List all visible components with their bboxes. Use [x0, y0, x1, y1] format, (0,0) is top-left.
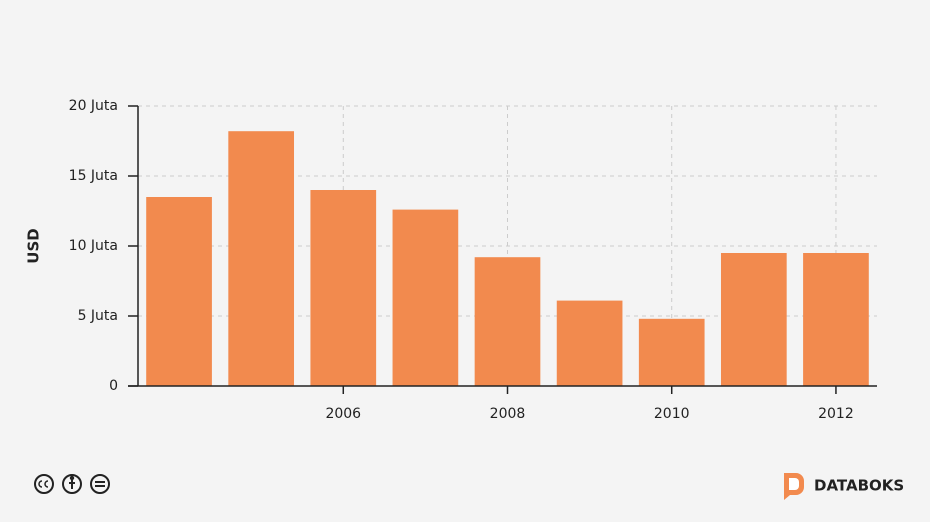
y-tick-label: 10 Juta	[69, 238, 118, 254]
x-tick-label: 2008	[490, 406, 526, 422]
bar	[556, 300, 623, 386]
y-axis-label: USD	[25, 228, 43, 263]
y-tick-label: 5 Juta	[78, 308, 118, 324]
y-tick-label: 15 Juta	[69, 168, 118, 184]
bar	[310, 190, 377, 386]
x-tick-label: 2006	[325, 406, 361, 422]
bar	[146, 197, 212, 386]
y-tick-label: 20 Juta	[69, 98, 118, 114]
bar-layer	[146, 131, 869, 386]
brand-logo-inner	[789, 478, 799, 490]
brand-name: DATABOKS	[814, 477, 904, 495]
bar	[720, 253, 787, 386]
bar	[474, 257, 541, 386]
bar	[228, 131, 295, 386]
bar	[638, 318, 705, 386]
bar	[392, 209, 459, 386]
license-icons	[34, 474, 110, 494]
x-tick-label: 2010	[654, 406, 690, 422]
bar	[803, 253, 869, 386]
axis-layer: 0 5 Juta 10 Juta 15 Juta 20 Juta 2006 2008 2010…	[69, 98, 877, 422]
x-tick-label: 2012	[818, 406, 854, 422]
y-tick-label: 0	[109, 378, 118, 394]
